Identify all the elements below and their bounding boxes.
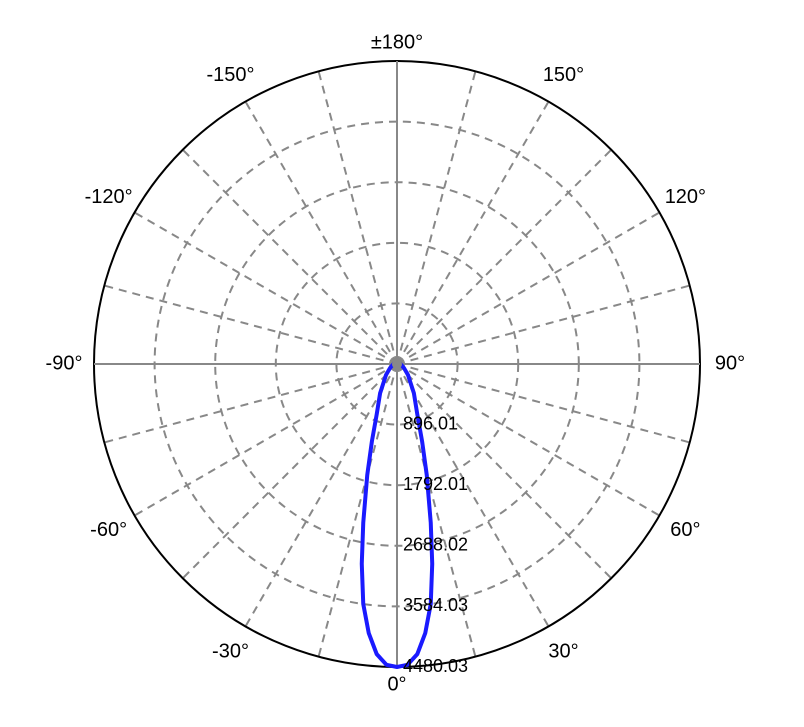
angle-label: -90°: [46, 352, 83, 374]
angle-label: 90°: [715, 352, 745, 374]
angle-label: -120°: [85, 186, 133, 208]
angle-label: -60°: [90, 519, 127, 541]
angle-label: 120°: [665, 186, 706, 208]
ring-label: 3584.03: [403, 595, 468, 615]
angle-label: -30°: [212, 641, 249, 663]
angle-label: ±180°: [371, 31, 423, 53]
angle-label: 0°: [387, 673, 406, 695]
angle-label: 30°: [548, 641, 578, 663]
angle-label: 150°: [543, 64, 584, 86]
angle-label: -150°: [206, 64, 254, 86]
angle-label: 60°: [670, 519, 700, 541]
center-dot: [392, 359, 402, 369]
ring-label: 1792.01: [403, 474, 468, 494]
polar-chart: 896.01 1792.01 2688.02 3584.03 4480.03 ±180° -…: [0, 0, 804, 727]
ring-label: 2688.02: [403, 535, 468, 555]
ring-label: 4480.03: [403, 656, 468, 676]
ring-label: 896.01: [403, 413, 458, 433]
